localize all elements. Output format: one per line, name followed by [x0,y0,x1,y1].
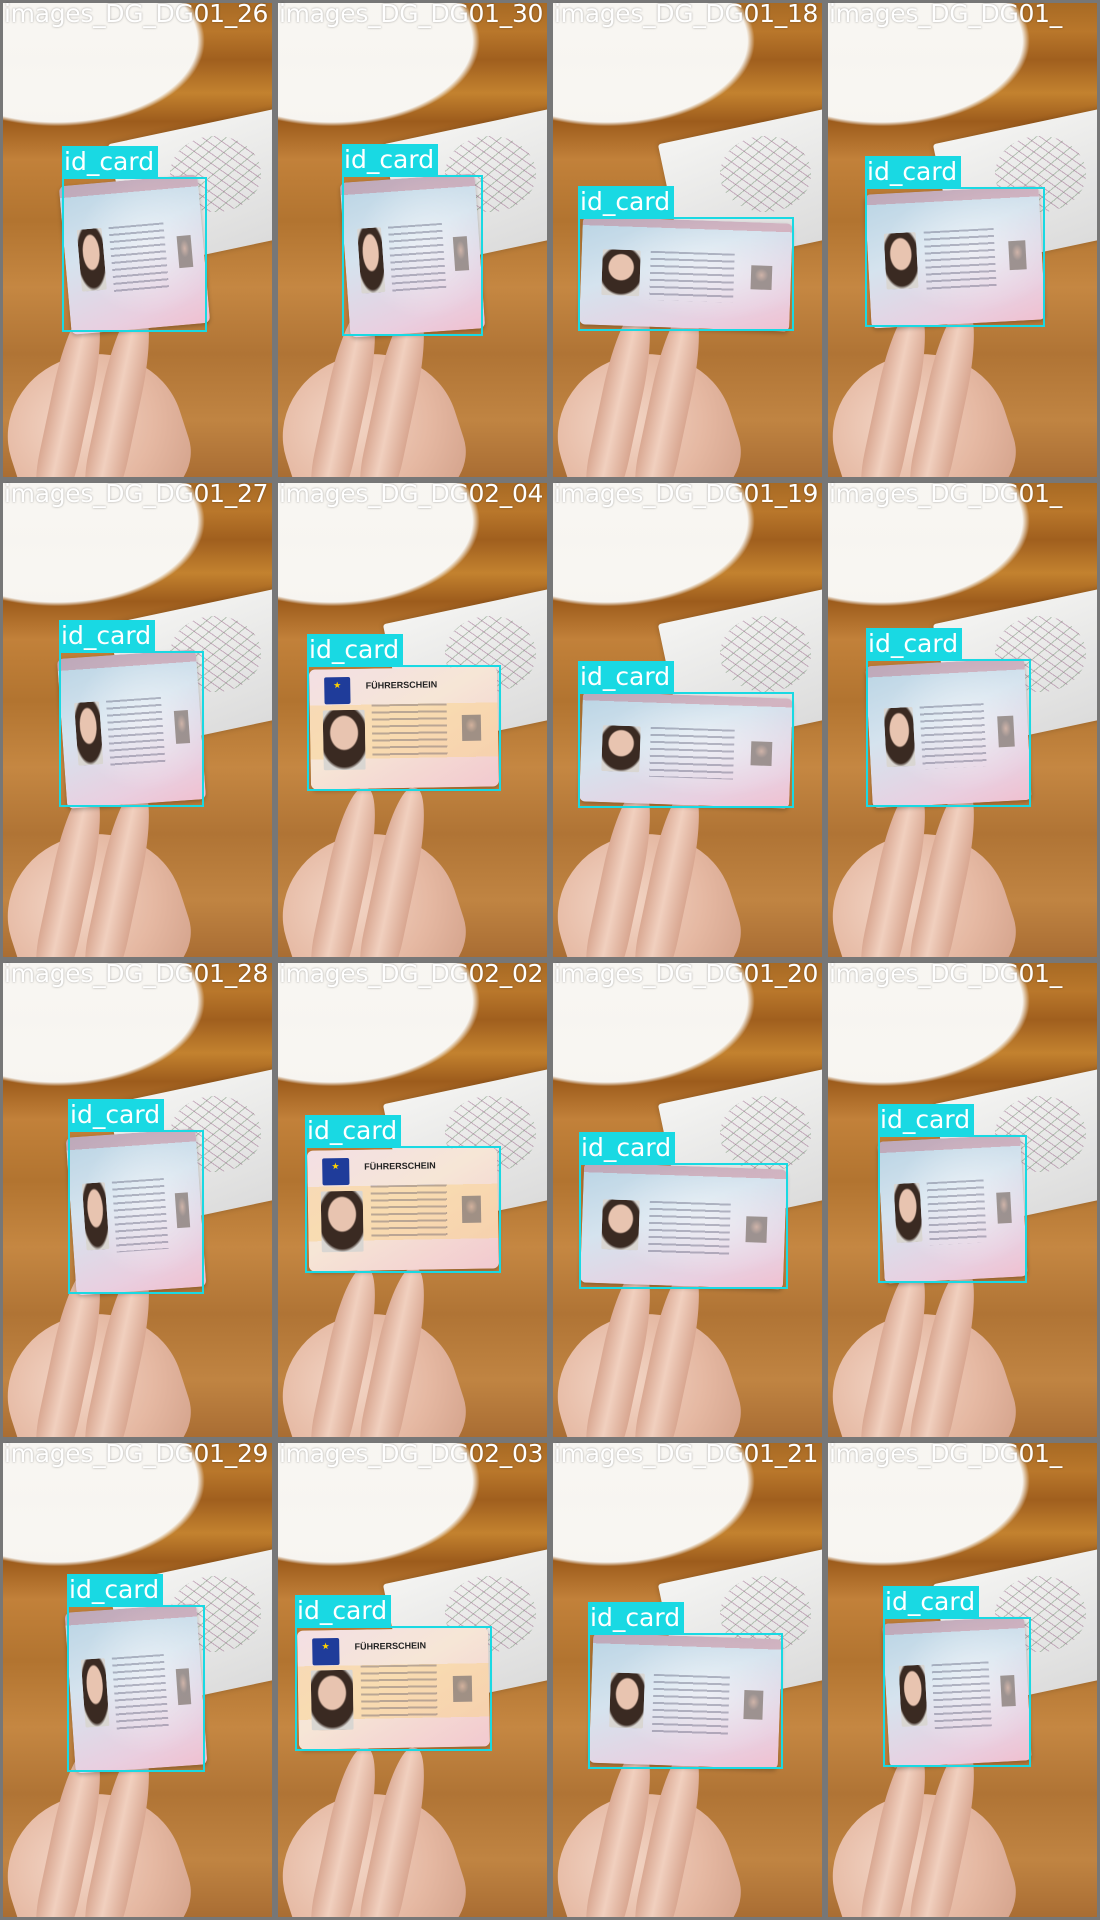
detection-box [62,177,207,332]
image-filename-title: images_DG_DG02_02 [279,959,544,988]
image-tile: id_card [3,963,272,1437]
image-tile: id_card [553,3,822,477]
image-tile: id_card [278,3,547,477]
image-filename-title: images_DG_DG01_20 [554,959,819,988]
detection-box [588,1633,783,1769]
detection-label: id_card [865,156,962,187]
detection-label: id_card [578,661,675,692]
detection-label: id_card [62,146,159,177]
image-tile: id_card [828,1443,1097,1917]
detection-box [579,1163,788,1289]
image-filename-title: images_DG_DG02_03 [279,1439,544,1468]
detection-label: id_card [59,620,156,651]
detection-box [68,1130,204,1294]
image-filename-title: images_DG_DG02_04 [279,479,544,508]
detection-box [578,217,794,331]
detection-box [307,665,501,791]
detection-label: id_card [878,1104,975,1135]
detection-box [59,651,204,807]
image-tile: id_card [3,1443,272,1917]
image-tile: id_card [553,963,822,1437]
background-diagram [719,1095,812,1172]
detection-label: id_card [883,1586,980,1617]
image-filename-title: images_DG_DG01_27 [4,479,269,508]
background-diagram [719,615,812,692]
image-filename-title: images_DG_DG01_26 [4,0,269,28]
detection-label: id_card [342,144,439,175]
detection-box [305,1146,501,1273]
detection-label: id_card [866,628,963,659]
detection-label: id_card [67,1574,164,1605]
detection-label: id_card [588,1602,685,1633]
image-tile: id_card [828,483,1097,957]
detection-label: id_card [579,1132,676,1163]
image-filename-title: images_DG_DG01_ [829,479,1062,508]
detection-box [342,175,483,336]
image-filename-title: images_DG_DG01_29 [4,1439,269,1468]
image-filename-title: images_DG_DG01_30 [279,0,544,28]
detection-label: id_card [68,1099,165,1130]
image-tile: id_card [553,483,822,957]
image-filename-title: images_DG_DG01_19 [554,479,819,508]
detection-label: id_card [295,1595,392,1626]
image-filename-title: images_DG_DG01_28 [4,959,269,988]
detection-box [878,1135,1027,1283]
detection-box [67,1605,205,1772]
detection-box [866,659,1031,807]
background-diagram [719,135,812,212]
detection-box [578,692,794,808]
image-tile: id_card [3,3,272,477]
detection-label: id_card [305,1115,402,1146]
image-filename-title: images_DG_DG01_18 [554,0,819,28]
image-filename-title: images_DG_DG01_21 [554,1439,819,1468]
image-filename-title: images_DG_DG01_ [829,959,1062,988]
detection-label: id_card [307,634,404,665]
image-tile: id_card [553,1443,822,1917]
detection-label: id_card [578,186,675,217]
image-filename-title: images_DG_DG01_ [829,0,1062,28]
image-tile: id_card [828,963,1097,1437]
detection-box [865,187,1045,327]
image-filename-title: images_DG_DG01_ [829,1439,1062,1468]
detection-box [295,1626,492,1751]
detection-box [883,1617,1031,1767]
image-tile: id_card [828,3,1097,477]
image-tile: id_card [3,483,272,957]
